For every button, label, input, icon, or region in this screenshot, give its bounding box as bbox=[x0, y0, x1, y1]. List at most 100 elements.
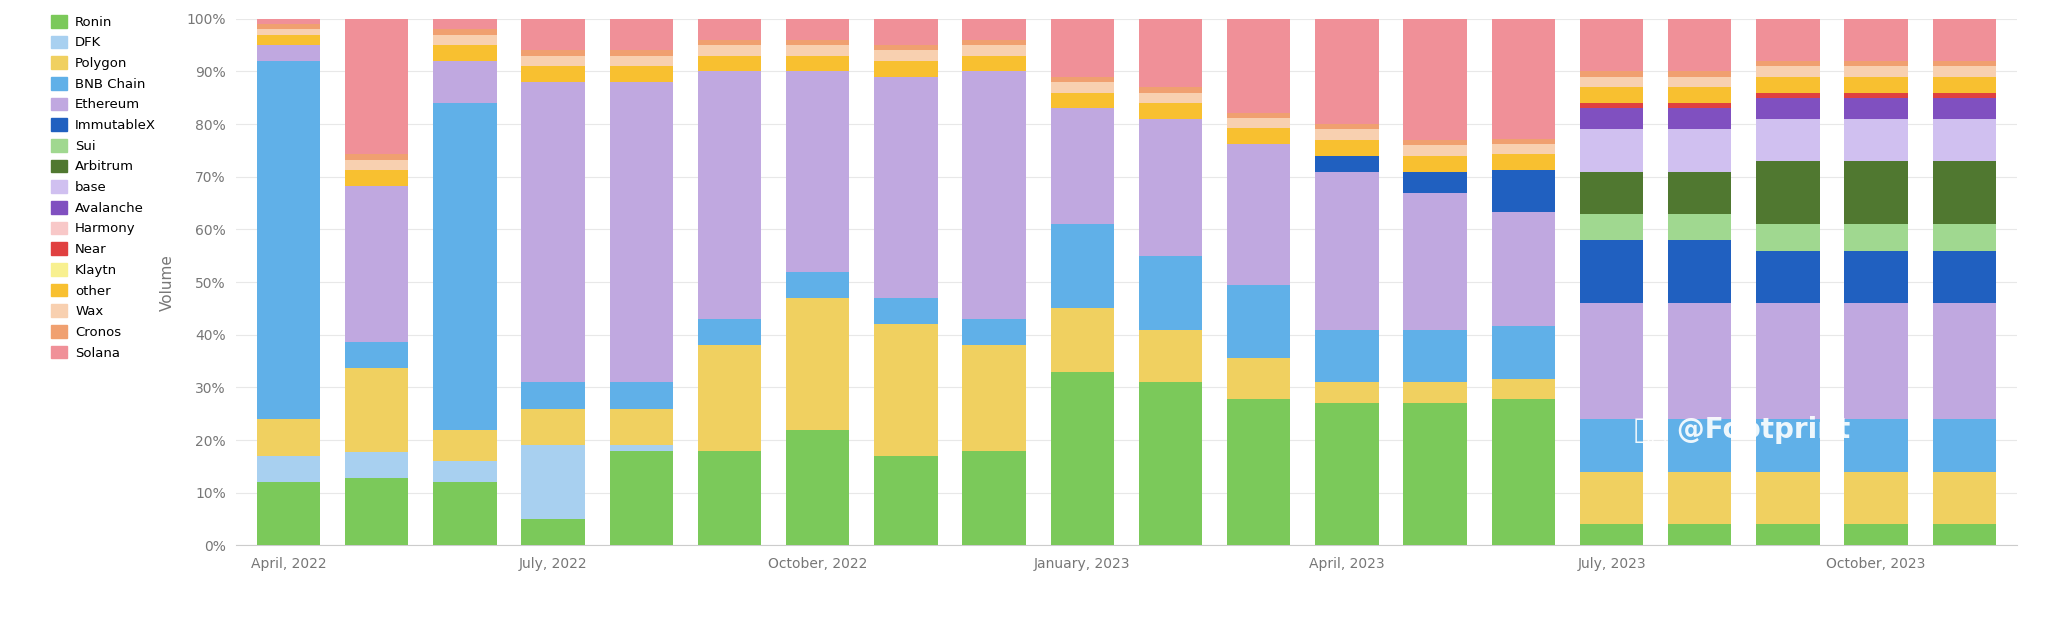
Bar bbox=[786, 298, 850, 429]
Bar bbox=[1403, 155, 1466, 172]
Bar bbox=[1227, 144, 1290, 285]
Bar bbox=[1667, 240, 1731, 303]
Bar bbox=[1491, 144, 1554, 154]
Bar bbox=[1933, 419, 1997, 472]
Bar bbox=[1227, 19, 1290, 113]
Bar bbox=[1051, 308, 1114, 372]
Bar bbox=[610, 409, 674, 445]
Bar bbox=[1139, 103, 1202, 119]
Bar bbox=[1933, 66, 1997, 76]
Bar bbox=[1315, 140, 1378, 155]
Bar bbox=[1667, 214, 1731, 240]
Bar bbox=[1315, 403, 1378, 545]
Bar bbox=[1845, 224, 1909, 251]
Bar bbox=[1579, 303, 1642, 419]
Bar bbox=[1757, 61, 1821, 66]
Bar bbox=[1845, 98, 1909, 119]
Bar bbox=[1667, 472, 1731, 524]
Bar bbox=[874, 298, 938, 324]
Bar bbox=[1933, 76, 1997, 93]
Bar bbox=[432, 429, 496, 461]
Bar bbox=[432, 482, 496, 545]
Bar bbox=[344, 154, 408, 160]
Bar bbox=[698, 345, 762, 451]
Bar bbox=[522, 409, 586, 445]
Bar bbox=[698, 40, 762, 45]
Bar bbox=[1051, 82, 1114, 93]
Bar bbox=[786, 56, 850, 71]
Bar bbox=[1933, 93, 1997, 98]
Bar bbox=[1403, 140, 1466, 145]
Bar bbox=[1757, 251, 1821, 303]
Bar bbox=[432, 29, 496, 34]
Bar bbox=[1579, 76, 1642, 87]
Bar bbox=[1579, 71, 1642, 76]
Bar bbox=[963, 56, 1026, 71]
Bar bbox=[522, 382, 586, 409]
Bar bbox=[874, 61, 938, 76]
Bar bbox=[1315, 129, 1378, 140]
Bar bbox=[1051, 93, 1114, 108]
Bar bbox=[1403, 145, 1466, 155]
Bar bbox=[256, 456, 319, 482]
Bar bbox=[1757, 19, 1821, 61]
Bar bbox=[874, 456, 938, 545]
Bar bbox=[874, 50, 938, 61]
Bar bbox=[1845, 303, 1909, 419]
Bar bbox=[1139, 256, 1202, 330]
Bar bbox=[1757, 76, 1821, 93]
Bar bbox=[1757, 98, 1821, 119]
Bar bbox=[1757, 524, 1821, 545]
Bar bbox=[432, 103, 496, 429]
Bar bbox=[1933, 524, 1997, 545]
Bar bbox=[610, 82, 674, 382]
Bar bbox=[1579, 129, 1642, 172]
Bar bbox=[1667, 71, 1731, 76]
Bar bbox=[1579, 214, 1642, 240]
Bar bbox=[344, 368, 408, 451]
Bar bbox=[1757, 119, 1821, 161]
Bar bbox=[1579, 103, 1642, 108]
Bar bbox=[344, 451, 408, 478]
Bar bbox=[1403, 382, 1466, 403]
Bar bbox=[1757, 66, 1821, 76]
Bar bbox=[1845, 76, 1909, 93]
Bar bbox=[1051, 108, 1114, 224]
Bar bbox=[1757, 472, 1821, 524]
Bar bbox=[1933, 19, 1997, 61]
Bar bbox=[1933, 98, 1997, 119]
Bar bbox=[1579, 108, 1642, 129]
Bar bbox=[786, 71, 850, 271]
Bar bbox=[522, 56, 586, 66]
Bar bbox=[1227, 129, 1290, 144]
Bar bbox=[344, 170, 408, 186]
Bar bbox=[432, 19, 496, 29]
Bar bbox=[1667, 76, 1731, 87]
Bar bbox=[1845, 66, 1909, 76]
Bar bbox=[1315, 172, 1378, 330]
Bar bbox=[874, 76, 938, 298]
Bar bbox=[1227, 285, 1290, 358]
Bar bbox=[963, 19, 1026, 40]
Bar bbox=[1579, 240, 1642, 303]
Bar bbox=[1491, 170, 1554, 212]
Bar bbox=[522, 82, 586, 382]
Bar bbox=[610, 445, 674, 451]
Bar bbox=[432, 461, 496, 482]
Bar bbox=[256, 419, 319, 456]
Bar bbox=[256, 34, 319, 45]
Bar bbox=[786, 19, 850, 40]
Bar bbox=[522, 66, 586, 82]
Bar bbox=[256, 61, 319, 419]
Bar bbox=[963, 45, 1026, 56]
Bar bbox=[1139, 19, 1202, 87]
Bar bbox=[1933, 224, 1997, 251]
Bar bbox=[344, 478, 408, 545]
Bar bbox=[610, 50, 674, 56]
Bar bbox=[1667, 419, 1731, 472]
Bar bbox=[610, 56, 674, 66]
Bar bbox=[1933, 119, 1997, 161]
Bar bbox=[344, 19, 408, 154]
Bar bbox=[432, 34, 496, 45]
Bar bbox=[698, 45, 762, 56]
